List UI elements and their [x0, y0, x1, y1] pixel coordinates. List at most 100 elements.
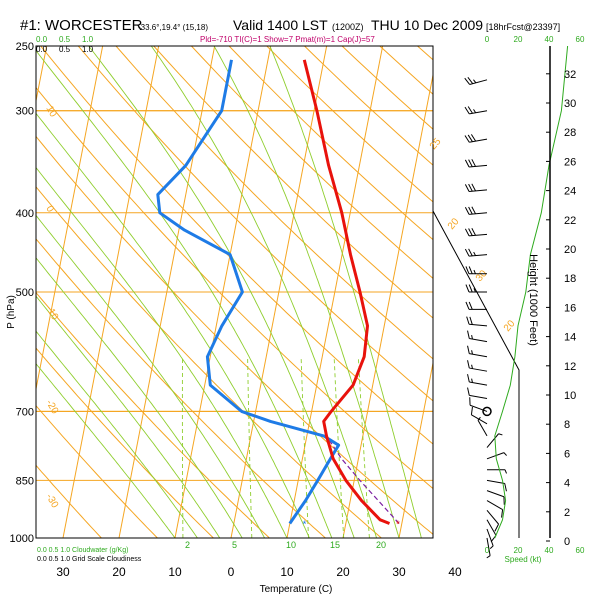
- wind-barb: [469, 404, 488, 412]
- height-axis-label: Height (1000 Feet): [527, 254, 539, 346]
- height-tick-20: 20: [564, 244, 576, 256]
- moist-adiabat: [36, 112, 310, 538]
- surface-temp-marker: *: [396, 520, 400, 531]
- temp-tick: 40: [448, 565, 462, 579]
- wind-barb-flag: [466, 316, 470, 325]
- height-tick-24: 24: [564, 186, 576, 198]
- wind-barb-flag: [471, 335, 473, 340]
- speed-tick-bottom: 0: [485, 546, 490, 555]
- dry-adiabat: [36, 291, 271, 538]
- wind-barb: [486, 500, 503, 511]
- wind-barb: [486, 479, 505, 484]
- wind-barb-flag: [468, 266, 473, 274]
- isotherm-label: -20: [43, 398, 60, 416]
- dry-adiabat: [36, 404, 159, 538]
- wind-barb-flag: [467, 134, 473, 142]
- dry-adiabat: [36, 464, 103, 538]
- isohume: [181, 356, 184, 538]
- height-tick-8: 8: [564, 419, 570, 431]
- title-forecast: [18hrFcst@23397]: [486, 22, 560, 32]
- isohume-label: 15: [330, 540, 340, 550]
- title-params: Pld=-710 TI(C)=1 Show=7 Pmat(m)=1 Cap(J)…: [200, 35, 375, 44]
- wind-barb-flag: [465, 284, 470, 293]
- height-tick-0: 0: [564, 536, 570, 548]
- pressure-tick-850: 850: [16, 475, 34, 487]
- isotherm: [342, 72, 433, 538]
- isohume: [333, 356, 345, 538]
- isohume-label: 10: [286, 540, 296, 550]
- wind-barb-flag: [473, 288, 476, 293]
- adiabat-label: 30: [474, 268, 490, 284]
- temp-tick: 20: [336, 565, 350, 579]
- wind-barb-flag: [489, 545, 494, 550]
- wind-calm-circle: [482, 406, 492, 417]
- dry-adiabat: [36, 135, 433, 535]
- wind-barb-flag: [468, 159, 473, 167]
- dewpoint-line: [156, 59, 341, 525]
- wind-barb: [486, 537, 491, 556]
- dry-adiabat: [115, 46, 433, 360]
- wind-barb-flag: [504, 469, 507, 474]
- isotherm: [36, 46, 104, 392]
- speed-tick-top: 0: [485, 35, 490, 44]
- wind-barb-flag: [468, 206, 473, 215]
- cloudiness-tick-top: 0.5: [59, 45, 71, 54]
- isohume-label: 5: [232, 540, 237, 550]
- moist-adiabat: [88, 46, 355, 538]
- wind-speed-line: [494, 45, 569, 539]
- speed-tick-top: 60: [576, 35, 585, 44]
- height-tick-6: 6: [564, 448, 570, 460]
- height-tick-4: 4: [564, 478, 570, 490]
- cloudiness-label-bottom: 0.0 0.5 1.0 Grid Scale Cloudiness: [37, 556, 142, 563]
- wind-barb-flag: [503, 452, 507, 456]
- wind-barb-flag: [501, 509, 504, 518]
- wind-barb-flag: [467, 76, 474, 84]
- x-axis-label: Temperature (C): [260, 584, 333, 595]
- title-coords: -33.6°,19.4° (15,18): [138, 23, 208, 32]
- wind-barb-flag: [471, 159, 476, 167]
- wind-barb-flag: [494, 523, 500, 532]
- pressure-tick-300: 300: [16, 106, 34, 118]
- isotherm: [511, 46, 600, 538]
- isotherm: [398, 360, 433, 538]
- speed-tick-bottom: 20: [514, 546, 523, 555]
- isotherm-label: 0: [43, 204, 56, 215]
- wind-barb-flag: [470, 406, 473, 415]
- wind-barb: [486, 510, 499, 525]
- isotherm: [286, 46, 384, 538]
- wind-barb-flag: [464, 184, 470, 192]
- isotherm-label: -30: [43, 492, 60, 510]
- height-tick-16: 16: [564, 302, 576, 314]
- moist-adiabat: [36, 330, 198, 538]
- temp-tick: 20: [112, 565, 126, 579]
- pressure-tick-250: 250: [16, 41, 34, 53]
- title-valid: Valid 1400 LST: [233, 17, 328, 33]
- surface-dewpoint-marker: *: [302, 520, 306, 531]
- wind-barb-flag: [464, 248, 470, 257]
- plot-area: [36, 32, 600, 556]
- dry-adiabat: [266, 46, 433, 203]
- dry-adiabat: [341, 46, 433, 130]
- pressure-tick-400: 400: [16, 208, 34, 220]
- height-tick-18: 18: [564, 273, 576, 285]
- wind-barb-flag: [471, 364, 473, 369]
- speed-tick-bottom: 40: [545, 546, 554, 555]
- moist-adiabat: [269, 46, 422, 538]
- temp-tick: 30: [56, 565, 70, 579]
- wind-barb: [486, 490, 505, 498]
- wind-barb: [486, 528, 494, 547]
- wind-barb: [469, 394, 488, 400]
- cloudiness-tick-top: 0.0: [36, 45, 48, 54]
- height-tick-32: 32: [564, 69, 576, 81]
- parcel-line: [329, 440, 400, 524]
- dry-adiabat: [513, 32, 600, 556]
- wind-barb-flag: [471, 350, 473, 355]
- cloudwater-tick-top: 1.0: [82, 35, 94, 44]
- isohume: [357, 356, 370, 538]
- wind-barb-flag: [473, 251, 476, 256]
- moist-adiabat: [150, 46, 378, 538]
- moist-adiabat: [36, 214, 265, 538]
- dry-adiabat: [36, 86, 433, 490]
- adiabat-label: 20: [502, 318, 518, 334]
